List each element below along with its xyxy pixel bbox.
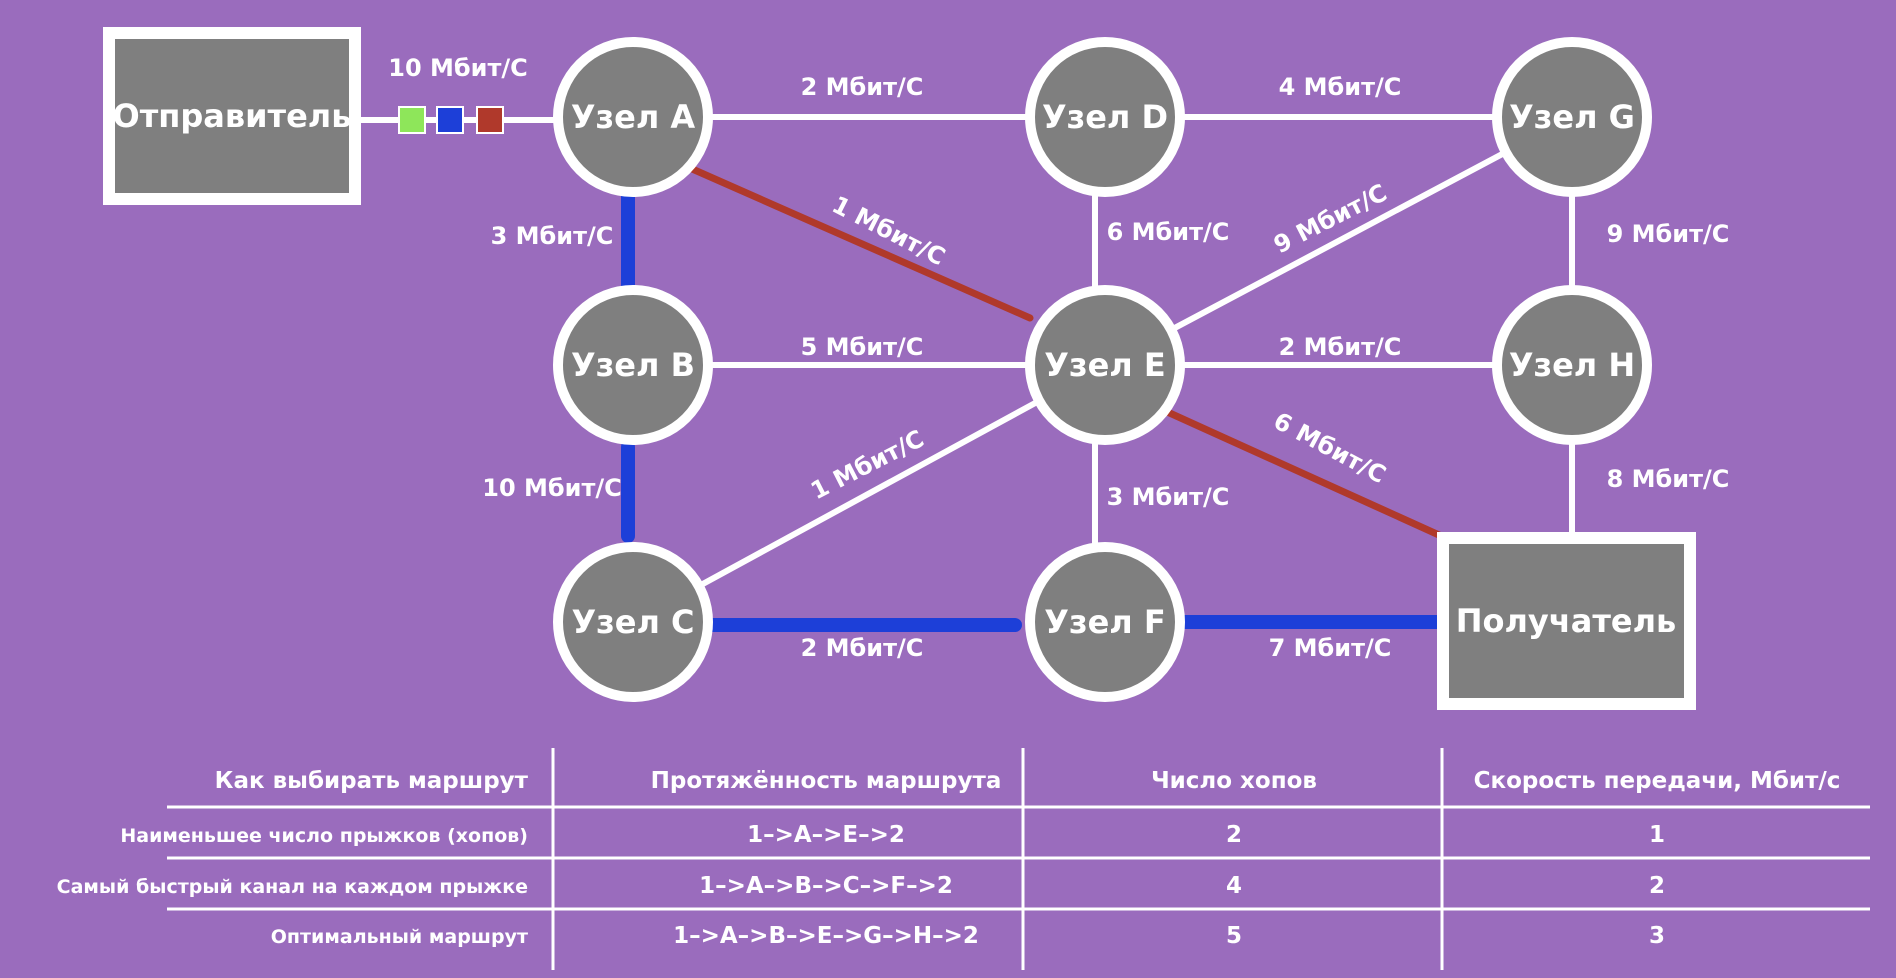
node-c bbox=[553, 542, 713, 702]
node-label-f: Узел F bbox=[1044, 603, 1165, 641]
link-label-s-a: 10 Мбит/С bbox=[388, 54, 528, 82]
packet-red bbox=[476, 106, 504, 134]
link-label-e-h: 2 Мбит/С bbox=[1279, 333, 1402, 361]
link-label-c-f: 2 Мбит/С bbox=[801, 634, 924, 662]
node-label-c: Узел C bbox=[571, 603, 694, 641]
link-label-a-b: 3 Мбит/С bbox=[491, 222, 614, 250]
receiver-label: Получатель bbox=[1456, 602, 1677, 640]
table-header-cell: Как выбирать маршрут bbox=[215, 768, 529, 794]
node-label-h: Узел H bbox=[1509, 346, 1635, 384]
table-cell: 1–>A–>E–>2 bbox=[747, 822, 905, 848]
receiver-box bbox=[1437, 532, 1696, 710]
node-f bbox=[1025, 542, 1185, 702]
sender-box bbox=[103, 27, 361, 205]
table-cell: 1–>A–>B–>C–>F–>2 bbox=[699, 873, 953, 899]
table-header-cell: Скорость передачи, Мбит/с bbox=[1474, 768, 1841, 794]
table-header-cell: Число хопов bbox=[1151, 768, 1317, 794]
links-layer bbox=[352, 114, 1575, 632]
table-cell: 2 bbox=[1226, 822, 1242, 848]
table-header-cell: Протяжённость маршрута bbox=[651, 768, 1002, 794]
link-c-e bbox=[695, 397, 1043, 590]
node-label-d: Узел D bbox=[1042, 98, 1168, 136]
link-e-r bbox=[1159, 406, 1454, 544]
node-label-g: Узел G bbox=[1509, 98, 1635, 136]
sender-label: Отправитель bbox=[113, 97, 352, 135]
table-cell: 1 bbox=[1649, 822, 1665, 848]
packet-blue bbox=[436, 106, 464, 134]
node-a bbox=[553, 37, 713, 197]
table-cell: Самый быстрый канал на каждом прыжке bbox=[57, 876, 528, 898]
node-label-a: Узел A bbox=[571, 98, 696, 136]
table-cell: Оптимальный маршрут bbox=[271, 926, 528, 948]
packets-layer bbox=[398, 106, 504, 134]
table-cell: 1–>A–>B–>E–>G–>H–>2 bbox=[673, 923, 979, 949]
link-label-d-g: 4 Мбит/С bbox=[1279, 73, 1402, 101]
link-label-h-r: 8 Мбит/С bbox=[1607, 465, 1730, 493]
node-h bbox=[1492, 285, 1652, 445]
link-label-f-r: 7 Мбит/С bbox=[1269, 634, 1392, 662]
table-cell: Наименьшее число прыжков (хопов) bbox=[120, 825, 528, 847]
link-label-e-f: 3 Мбит/С bbox=[1107, 483, 1230, 511]
link-a-e bbox=[686, 164, 1034, 322]
link-label-e-r: 6 Мбит/С bbox=[1269, 407, 1391, 489]
link-e-g bbox=[1168, 149, 1509, 333]
node-b bbox=[553, 285, 713, 445]
link-label-g-h: 9 Мбит/С bbox=[1607, 220, 1730, 248]
table-cell: 4 bbox=[1226, 873, 1242, 899]
link-label-a-d: 2 Мбит/С bbox=[801, 73, 924, 101]
node-label-b: Узел B bbox=[571, 346, 695, 384]
node-g bbox=[1492, 37, 1652, 197]
table-cell: 3 bbox=[1649, 923, 1665, 949]
link-label-b-e: 5 Мбит/С bbox=[801, 333, 924, 361]
nodes-layer: Узел A Узел B Узел C Узел D Узел E Узел F Узел… bbox=[103, 27, 1696, 710]
node-e bbox=[1025, 285, 1185, 445]
node-d bbox=[1025, 37, 1185, 197]
node-label-e: Узел E bbox=[1044, 346, 1165, 384]
packet-green bbox=[398, 106, 426, 134]
route-comparison-table: Как выбирать маршрут Протяжённость маршру… bbox=[57, 748, 1870, 970]
table-cell: 5 bbox=[1226, 923, 1242, 949]
link-label-d-e: 6 Мбит/С bbox=[1107, 218, 1230, 246]
table-cell: 2 bbox=[1649, 873, 1665, 899]
link-label-b-c: 10 Мбит/С bbox=[482, 474, 622, 502]
